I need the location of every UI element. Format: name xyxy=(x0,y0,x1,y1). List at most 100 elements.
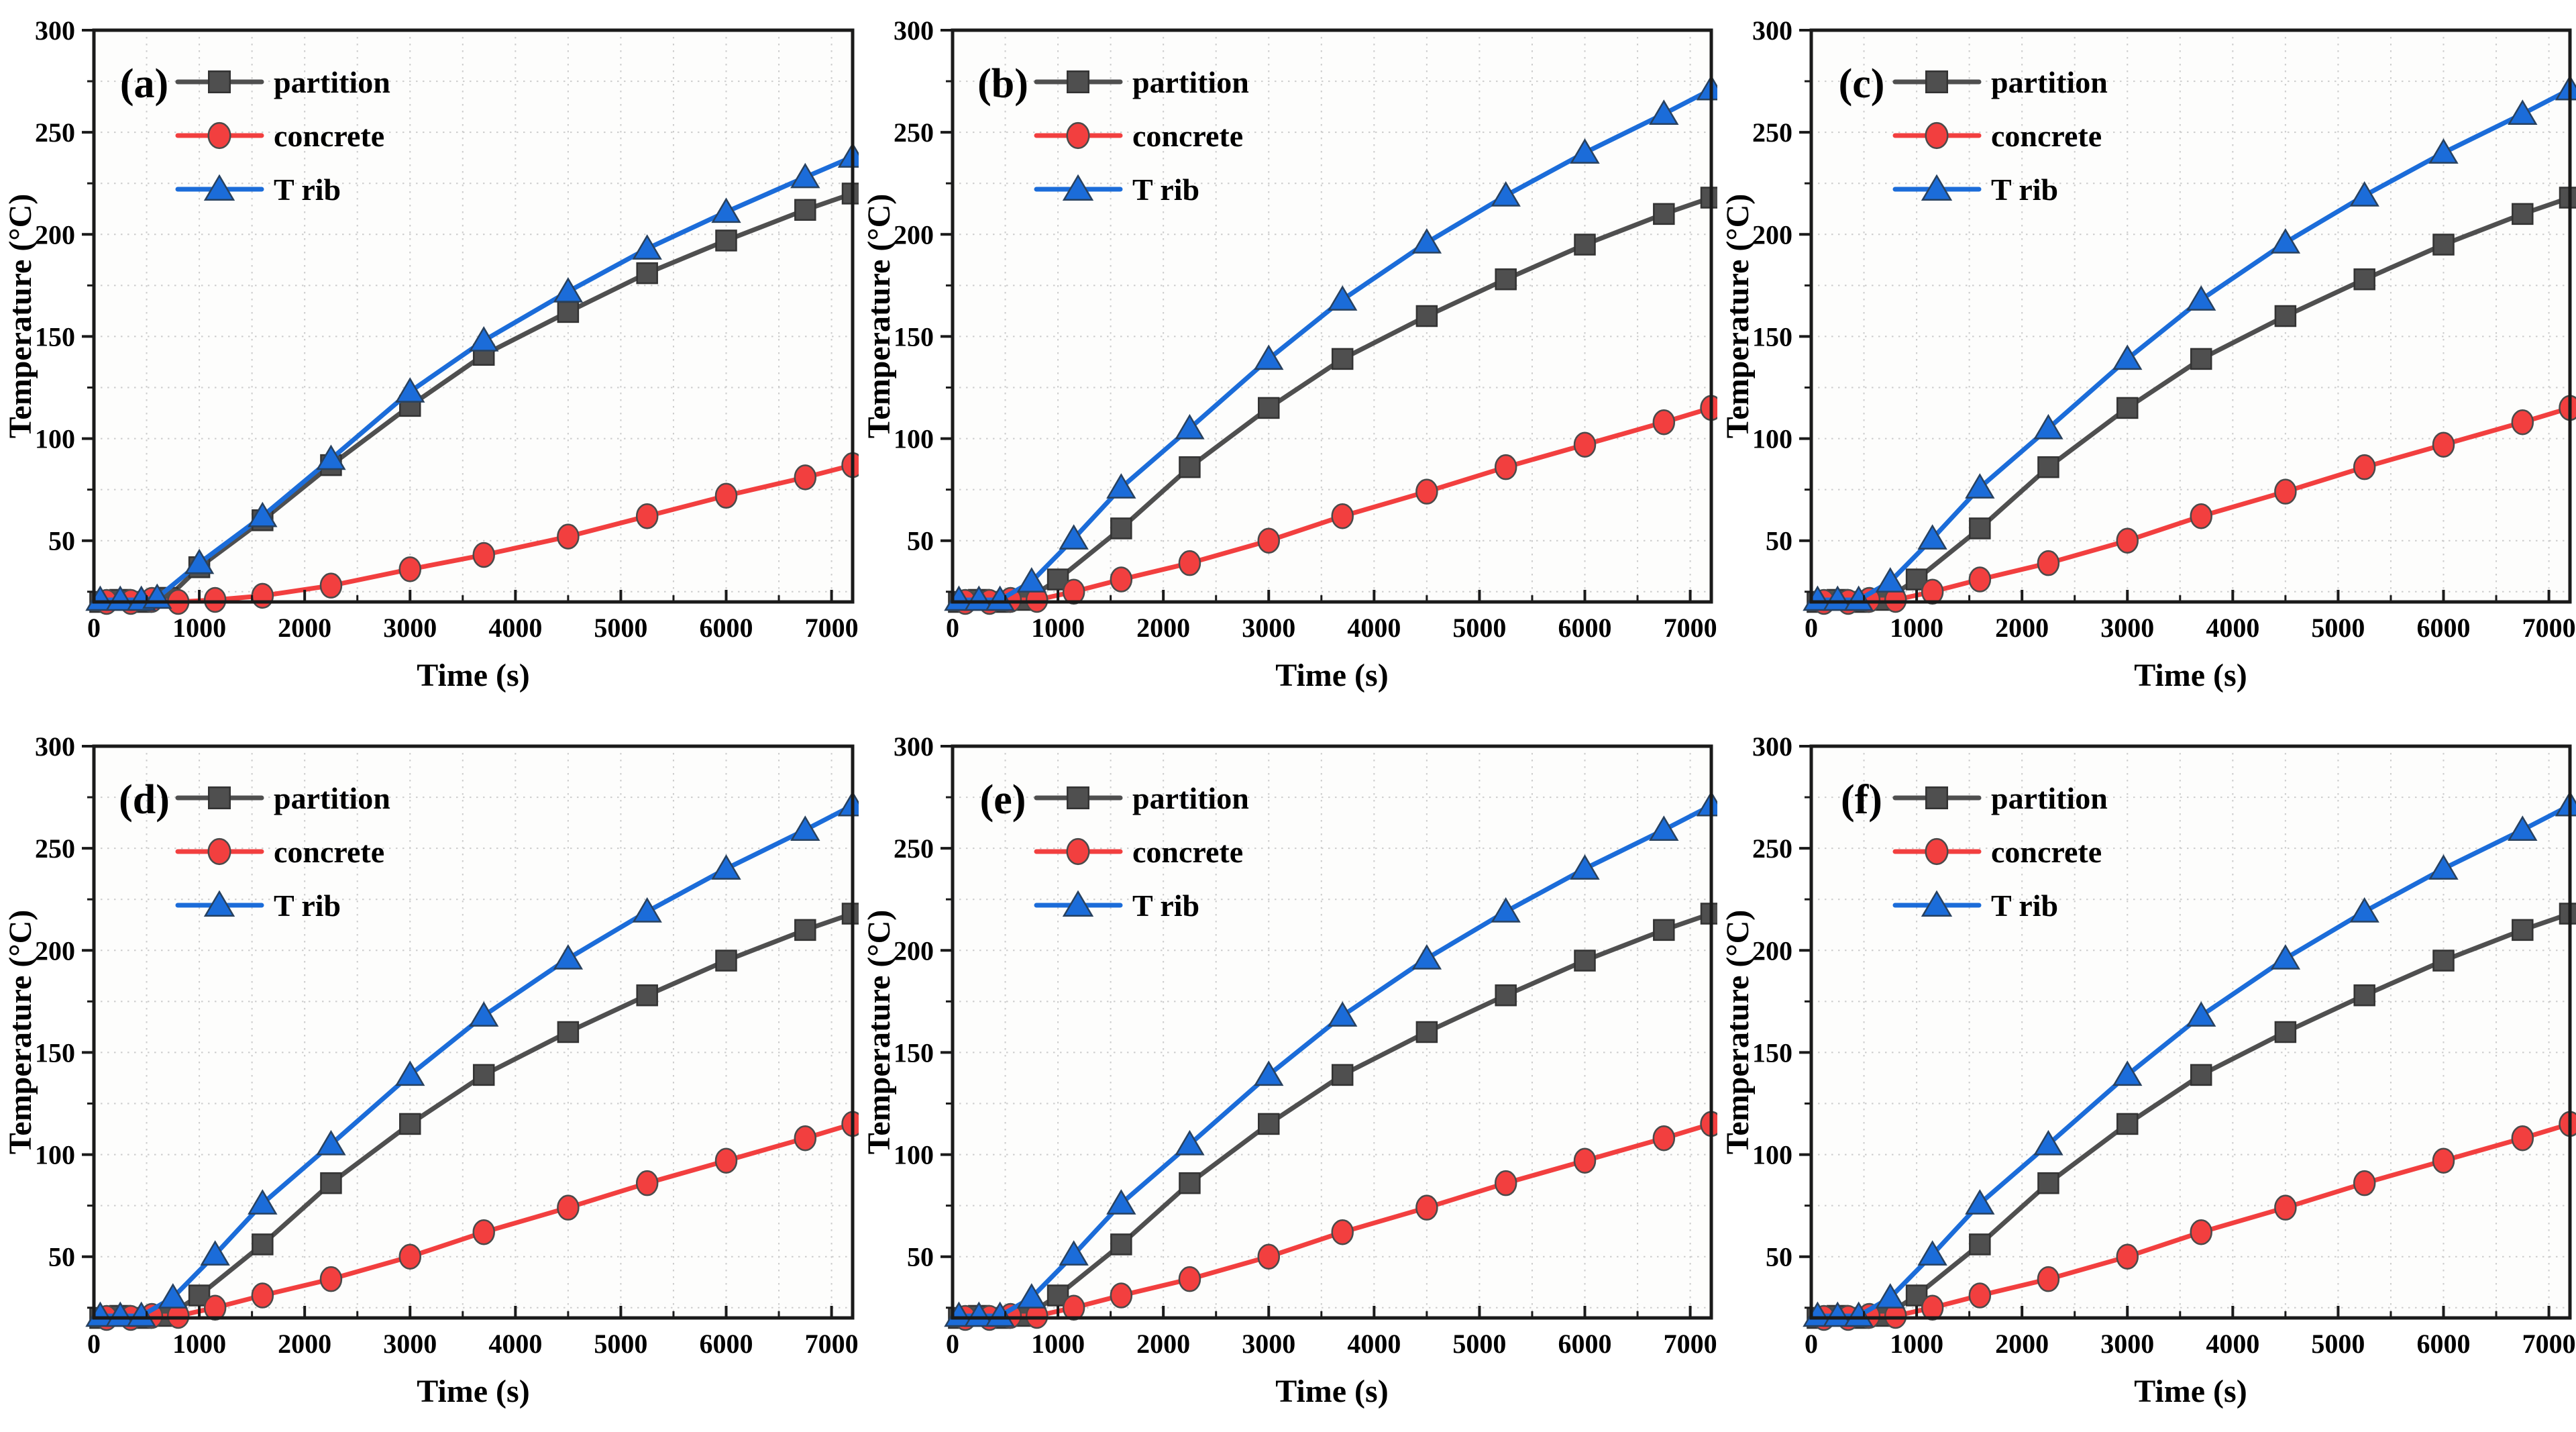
y-axis-label: Temperature (°C) xyxy=(1720,194,1756,438)
data-point-marker xyxy=(320,1172,342,1194)
data-point-marker xyxy=(1652,409,1676,436)
x-axis-label: Time (s) xyxy=(2134,1374,2247,1409)
legend-marker-triangle xyxy=(1062,890,1094,917)
y-tick-label: 200 xyxy=(35,935,75,966)
data-point-marker xyxy=(1574,950,1596,972)
legend-label: concrete xyxy=(274,835,384,869)
data-point-marker xyxy=(964,1301,994,1327)
legend-label: partition xyxy=(1132,65,1249,99)
panel-label: (d) xyxy=(119,777,170,823)
data-point-marker xyxy=(794,919,816,941)
y-tick-label: 150 xyxy=(35,321,75,352)
legend-label: concrete xyxy=(1132,119,1243,153)
panel-label: (c) xyxy=(1839,61,1885,107)
data-point-marker xyxy=(316,1129,346,1156)
x-tick-label: 1000 xyxy=(1890,613,1943,643)
data-point-marker xyxy=(200,1240,230,1266)
data-point-marker xyxy=(1062,1294,1085,1321)
y-tick-label: 150 xyxy=(894,321,934,352)
data-point-marker xyxy=(2559,903,2576,925)
data-point-marker xyxy=(2274,305,2297,327)
data-point-marker xyxy=(2274,1021,2297,1043)
data-point-marker xyxy=(1495,268,1517,291)
data-point-marker xyxy=(1573,1147,1597,1174)
data-point-marker xyxy=(395,1060,425,1086)
y-tick-label: 200 xyxy=(894,935,934,966)
legend-marker-circle xyxy=(207,837,231,866)
data-point-marker xyxy=(2559,395,2576,421)
data-point-marker xyxy=(1649,99,1679,125)
legend-marker-square xyxy=(1925,786,1948,809)
y-axis-label: Temperature (°C) xyxy=(3,910,38,1154)
x-tick-label: 4000 xyxy=(2206,1329,2259,1359)
data-point-marker xyxy=(1258,397,1280,419)
x-axis-ticks: 0 1000 2000 3000 4000 5000 6000 7000 xyxy=(87,590,859,643)
legend: partition concrete T rib xyxy=(175,65,390,207)
data-point-marker xyxy=(251,1282,274,1309)
data-point-marker xyxy=(248,501,278,527)
x-tick-label: 5000 xyxy=(1452,613,1506,643)
data-point-marker xyxy=(2353,1170,2376,1196)
x-tick-label: 2000 xyxy=(278,1329,331,1359)
data-point-marker xyxy=(1175,1129,1205,1156)
y-tick-label: 250 xyxy=(894,117,934,148)
legend-marker-triangle xyxy=(1921,174,1953,201)
data-point-marker xyxy=(2432,234,2455,256)
x-tick-label: 2000 xyxy=(278,613,331,643)
series-markers-T-rib xyxy=(944,74,1717,611)
data-point-marker xyxy=(1331,503,1354,529)
data-point-marker xyxy=(1700,395,1717,421)
data-point-marker xyxy=(2508,99,2538,125)
data-point-marker xyxy=(1411,227,1442,254)
data-point-marker xyxy=(2037,456,2059,478)
data-point-marker xyxy=(1179,1172,1201,1194)
legend-label: T rib xyxy=(274,888,341,923)
legend-label: T rib xyxy=(1132,888,1199,923)
x-tick-label: 5000 xyxy=(2311,1329,2365,1359)
legend: partition concrete T rib xyxy=(1034,781,1249,923)
x-tick-label: 2000 xyxy=(1995,613,2049,643)
y-tick-label: 300 xyxy=(1752,731,1792,762)
y-axis-label: Temperature (°C) xyxy=(1720,910,1756,1154)
y-tick-label: 100 xyxy=(1752,1140,1792,1170)
data-point-marker xyxy=(985,1301,1015,1327)
data-point-marker xyxy=(472,542,495,568)
x-tick-label: 7000 xyxy=(805,613,859,643)
y-tick-label: 50 xyxy=(48,526,75,556)
x-tick-label: 0 xyxy=(946,613,959,643)
x-tick-label: 4000 xyxy=(488,1329,542,1359)
y-tick-label: 300 xyxy=(35,15,75,46)
data-point-marker xyxy=(2353,268,2375,291)
legend-label: partition xyxy=(274,781,390,815)
data-point-marker xyxy=(1494,454,1517,480)
data-point-marker xyxy=(2270,227,2301,254)
data-point-marker xyxy=(469,1001,499,1027)
data-point-marker xyxy=(632,897,662,923)
data-point-marker xyxy=(184,548,215,574)
data-point-marker xyxy=(1110,1233,1132,1256)
y-tick-label: 250 xyxy=(35,117,75,148)
x-axis-ticks: 0 1000 2000 3000 4000 5000 6000 7000 xyxy=(946,590,1717,643)
legend-label: partition xyxy=(1132,781,1249,815)
y-axis-ticks: 50 100 150 200 250 300 xyxy=(894,731,953,1309)
x-tick-label: 3000 xyxy=(2100,1329,2154,1359)
data-point-marker xyxy=(1059,524,1089,550)
legend-label: concrete xyxy=(1991,835,2102,869)
data-point-marker xyxy=(635,503,659,529)
series-markers-concrete xyxy=(954,395,1717,615)
x-tick-label: 4000 xyxy=(2206,613,2259,643)
data-point-marker xyxy=(794,464,817,491)
data-point-marker xyxy=(2432,950,2455,972)
x-tick-label: 5000 xyxy=(594,613,647,643)
data-point-marker xyxy=(1495,984,1517,1007)
x-axis-label: Time (s) xyxy=(1275,1374,1388,1409)
data-point-marker xyxy=(1331,1064,1354,1086)
data-point-marker xyxy=(1331,1219,1354,1245)
data-point-marker xyxy=(1491,181,1521,207)
axes-frame xyxy=(92,744,855,1320)
data-point-marker xyxy=(841,452,859,478)
y-tick-label: 50 xyxy=(1766,1242,1792,1272)
data-point-marker xyxy=(2037,1266,2060,1292)
legend-label: concrete xyxy=(1132,835,1243,869)
data-point-marker xyxy=(1968,1282,1992,1309)
